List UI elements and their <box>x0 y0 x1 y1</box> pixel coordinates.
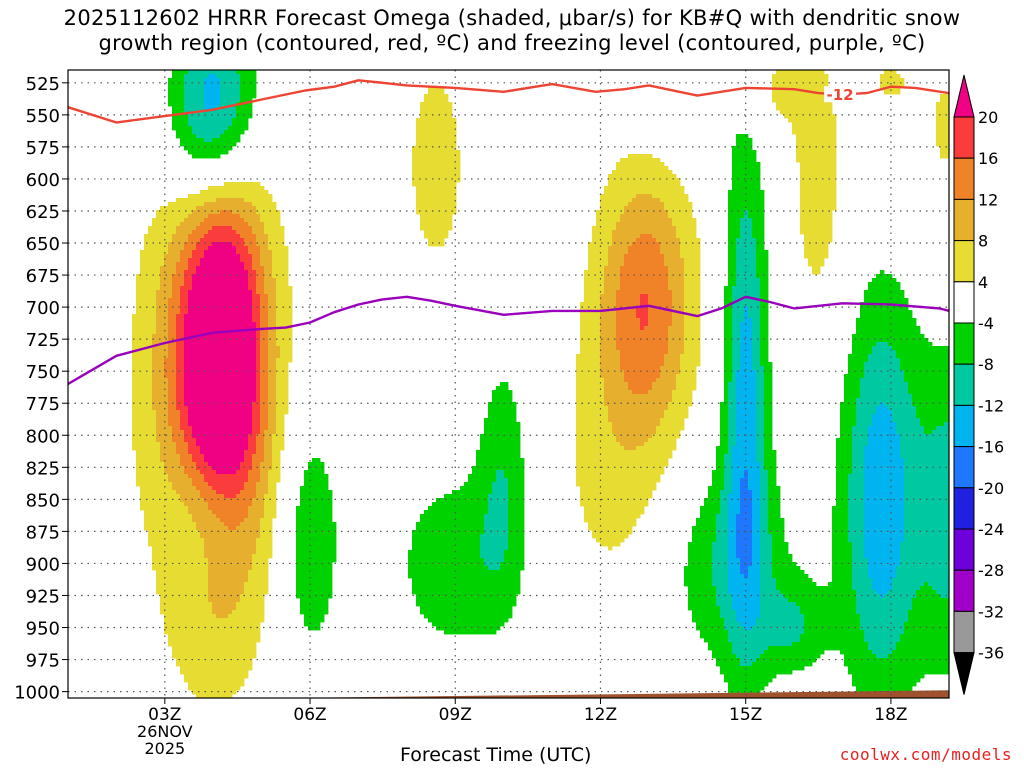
legend-bin <box>953 157 975 200</box>
x-tick-label-03Z: 03Z <box>148 705 181 725</box>
legend-bin <box>953 569 975 612</box>
chart-title-line-1: 2025112602 HRRR Forecast Omega (shaded, … <box>63 6 961 30</box>
legend-bin <box>953 528 975 571</box>
legend-bin <box>953 487 975 530</box>
legend-bin <box>953 198 975 242</box>
y-tick-label-550: 550 <box>26 106 60 127</box>
legend-label--4: -4 <box>978 314 994 333</box>
y-tick-label-925: 925 <box>26 586 60 607</box>
legend-label-16: 16 <box>978 149 998 168</box>
y-tick-label-875: 875 <box>26 522 60 543</box>
y-tick-label-850: 850 <box>26 490 60 511</box>
legend-bin <box>953 116 975 159</box>
omega-shading <box>132 70 949 698</box>
legend-label--28: -28 <box>978 561 1004 580</box>
legend-label--32: -32 <box>978 602 1004 621</box>
x-tick-label-18Z: 18Z <box>874 705 907 725</box>
y-tick-label-1000: 1000 <box>14 683 60 704</box>
y-tick-label-675: 675 <box>26 266 60 287</box>
legend-label--16: -16 <box>978 438 1004 457</box>
y-tick-label-975: 975 <box>26 651 60 672</box>
credit-text: coolwx.com/models <box>839 745 1012 764</box>
ground-layer <box>68 690 949 698</box>
y-tick-label-950: 950 <box>26 619 60 640</box>
legend-bin <box>953 610 975 654</box>
y-tick-label-800: 800 <box>26 426 60 447</box>
y-tick-label-750: 750 <box>26 362 60 383</box>
legend-label--12: -12 <box>978 396 1004 415</box>
y-tick-label-625: 625 <box>26 202 60 223</box>
plot-frame <box>67 69 950 699</box>
y-tick-label-575: 575 <box>26 138 60 159</box>
legend-bin <box>953 322 975 365</box>
freezing-level-line <box>68 295 949 386</box>
y-axis: 525 550 575 600 625 650 675 700 725 750 775 800 825 8… <box>14 74 68 704</box>
ground-terrain <box>68 690 949 698</box>
color-legend: 20 16 12 8 4 -4 -8 -12 -16 -20 -24 -28 -32 -36 <box>953 74 1004 695</box>
chart-title-line-2: growth region (contoured, red, ºC) and f… <box>98 31 926 55</box>
legend-over-triangle <box>953 74 975 118</box>
legend-label--8: -8 <box>978 355 994 374</box>
legend-bin <box>953 446 975 489</box>
legend-bin <box>953 363 975 406</box>
y-tick-label-700: 700 <box>26 298 60 319</box>
y-tick-label-775: 775 <box>26 394 60 415</box>
y-tick-label-650: 650 <box>26 234 60 255</box>
legend-label-4: 4 <box>978 273 988 292</box>
x-tick-label-06Z: 06Z <box>293 705 326 725</box>
legend-label-12: 12 <box>978 190 998 209</box>
legend-bin <box>953 240 975 283</box>
legend-label-20: 20 <box>978 108 998 127</box>
x-tick-label-09Z: 09Z <box>439 705 472 725</box>
x-year-label: 2025 <box>144 739 185 758</box>
grid-lines <box>68 70 949 698</box>
x-tick-label-12Z: 12Z <box>584 705 617 725</box>
contour-label: -12 <box>827 86 854 104</box>
x-tick-label-15Z: 15Z <box>729 705 762 725</box>
x-axis-title: Forecast Time (UTC) <box>400 744 592 766</box>
chart-title: 2025112602 HRRR Forecast Omega (shaded, … <box>0 6 1024 56</box>
legend-bin <box>953 404 975 448</box>
contour-lines: -12 <box>68 79 949 386</box>
y-tick-label-725: 725 <box>26 330 60 351</box>
legend-label--20: -20 <box>978 479 1004 498</box>
legend-under-triangle <box>953 652 975 695</box>
legend-label-8: 8 <box>978 232 988 251</box>
y-tick-label-600: 600 <box>26 170 60 191</box>
legend-bin <box>953 281 975 324</box>
legend-label--24: -24 <box>978 520 1004 539</box>
y-tick-label-525: 525 <box>26 74 60 95</box>
y-tick-label-825: 825 <box>26 458 60 479</box>
y-tick-label-900: 900 <box>26 554 60 575</box>
legend-label--36: -36 <box>978 644 1004 663</box>
x-date-label: 26NOV <box>137 722 193 741</box>
